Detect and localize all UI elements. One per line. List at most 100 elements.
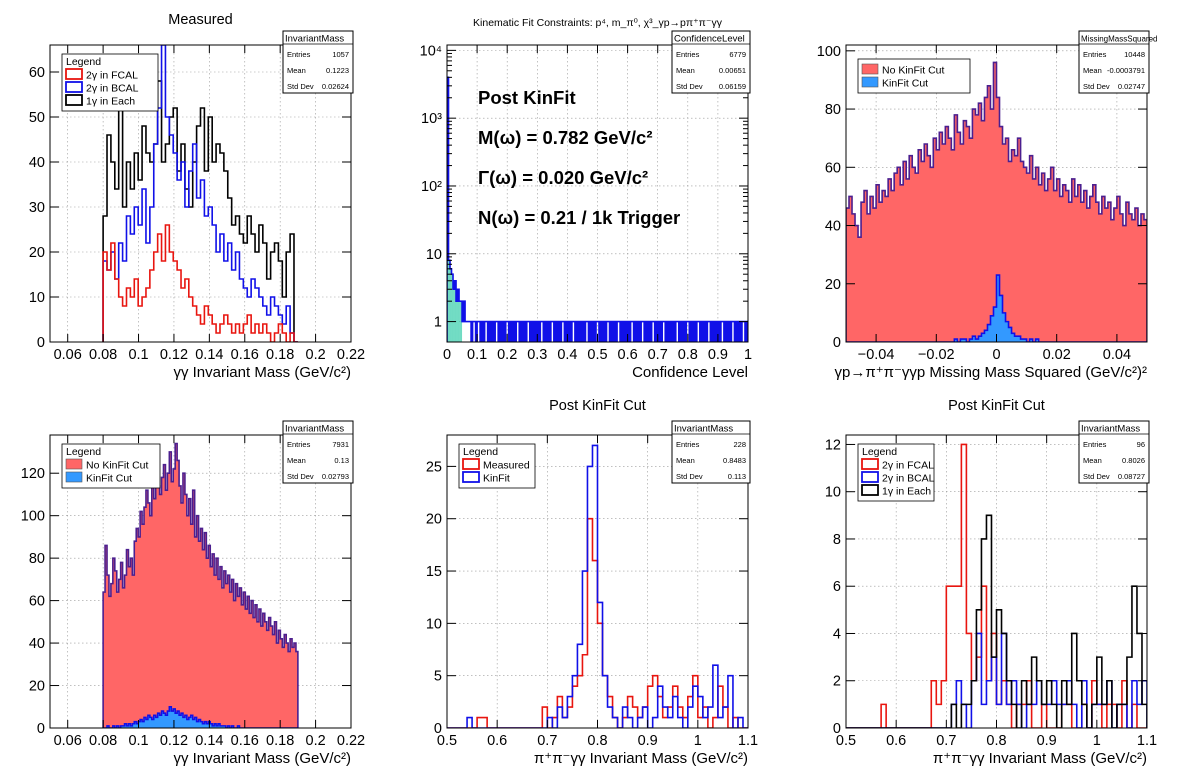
stats-key: Mean bbox=[676, 66, 695, 75]
x-tick-label: 1 bbox=[1093, 733, 1101, 749]
legend-title: Legend bbox=[463, 446, 498, 458]
x-tick-label: 0.3 bbox=[527, 347, 547, 363]
x-tick-label: 0.16 bbox=[231, 347, 259, 363]
stats-name: InvariantMass bbox=[1081, 424, 1140, 435]
stats-box: InvariantMass Entries 1057 Mean 0.1223 Std De… bbox=[282, 30, 354, 94]
y-tick-label: 80 bbox=[29, 551, 45, 567]
y-tick-label: 2 bbox=[833, 674, 841, 690]
stats-key: Entries bbox=[1083, 50, 1107, 59]
y-tick-label: 5 bbox=[434, 669, 442, 685]
y-tick-label: 0 bbox=[833, 721, 841, 737]
x-tick-label: 1 bbox=[694, 733, 702, 749]
x-tick-label: 0.8 bbox=[587, 733, 607, 749]
x-tick-label: −0.02 bbox=[918, 347, 955, 363]
stats-box: MissingMassSquared Entries 10448 Mean -0.000… bbox=[1078, 30, 1157, 94]
x-tick-label: 1.1 bbox=[738, 733, 758, 749]
ticks bbox=[845, 435, 1148, 729]
y-tick-label: 12 bbox=[825, 437, 841, 453]
series-line-2 bbox=[447, 444, 748, 728]
legend-title: Legend bbox=[66, 446, 101, 458]
x-tick-label: 0.6 bbox=[886, 733, 906, 749]
y-tick-label: 20 bbox=[29, 679, 45, 695]
highlight-bar bbox=[456, 301, 458, 342]
stats-key: Entries bbox=[676, 50, 700, 59]
panel-6: 0.5 0.6 0.7 0.8 0.9 1 1.1 0 2 4 6 8 10 12 π⁺π⁻γγ Invar… bbox=[825, 398, 1157, 767]
annotation-2: M(ω) = 0.782 GeV/c² bbox=[478, 127, 653, 148]
x-tick-label: 1.1 bbox=[1137, 733, 1157, 749]
stats-key: Mean bbox=[287, 456, 306, 465]
x-tick-label: 0.2 bbox=[306, 733, 326, 749]
y-tick-label: 20 bbox=[29, 245, 45, 261]
x-tick-label: 0.18 bbox=[266, 733, 294, 749]
panel-5: 0.5 0.6 0.7 0.8 0.9 1 1.1 0 5 10 15 20 25 π⁺π⁻γγ Inva… bbox=[426, 398, 758, 767]
x-tick-label: 0.22 bbox=[337, 733, 365, 749]
x-tick-label: 0.1 bbox=[128, 347, 148, 363]
y-tick-label: 30 bbox=[29, 200, 45, 216]
legend-swatch bbox=[65, 94, 83, 106]
series-line-3 bbox=[846, 514, 1147, 728]
x-tick-label: 0.08 bbox=[89, 733, 117, 749]
x-tick-label: 0.8 bbox=[678, 347, 698, 363]
legend-label: KinFit Cut bbox=[882, 78, 928, 90]
highlight-bar bbox=[453, 289, 455, 342]
histograms bbox=[447, 76, 748, 342]
legend-swatch bbox=[462, 458, 480, 470]
stats-frame bbox=[1078, 420, 1150, 484]
panel-3: −0.04 −0.02 0 0.02 0.04 0 20 40 60 80 100 γp→π⁺π⁻γγ… bbox=[817, 30, 1157, 381]
stats-key: Entries bbox=[1083, 440, 1107, 449]
x-axis-label: γγ Invariant Mass (GeV/c²) bbox=[173, 750, 351, 767]
stats-key: Entries bbox=[287, 440, 311, 449]
y-tick-label: 20 bbox=[426, 512, 442, 528]
stats-name: InvariantMass bbox=[285, 424, 344, 435]
panel-title: Measured bbox=[168, 12, 232, 28]
panel-4: 0.06 0.08 0.1 0.12 0.14 0.16 0.18 0.2 0.22 0 20 40 6… bbox=[21, 420, 365, 767]
legend-label: No KinFit Cut bbox=[86, 460, 149, 472]
highlight-bar bbox=[454, 280, 457, 342]
legend-swatch bbox=[861, 63, 879, 75]
legend-swatch bbox=[65, 458, 83, 470]
ticks bbox=[446, 45, 749, 342]
x-tick-label: 0.6 bbox=[618, 347, 638, 363]
stats-value: 0.1223 bbox=[326, 66, 349, 75]
stats-value: 0.02624 bbox=[322, 82, 349, 91]
x-tick-label: 0.7 bbox=[936, 733, 956, 749]
stats-value: 0.8026 bbox=[1122, 456, 1145, 465]
legend-label: 2γ in FCAL bbox=[882, 460, 934, 472]
y-tick-label: 120 bbox=[21, 466, 45, 482]
series-line-1 bbox=[102, 80, 298, 342]
highlight-bar bbox=[459, 301, 461, 342]
stats-value: 0.02793 bbox=[322, 472, 349, 481]
x-tick-label: 0.6 bbox=[487, 733, 507, 749]
x-axis-label: γp→π⁺π⁻γγp Missing Mass Squared (GeV/c²)… bbox=[835, 364, 1147, 381]
x-tick-label: 0.5 bbox=[437, 733, 457, 749]
stats-box: InvariantMass Entries 7931 Mean 0.13 Std Dev 0… bbox=[282, 420, 354, 484]
stats-name: ConfidenceLevel bbox=[674, 34, 745, 45]
stats-value: 0.02747 bbox=[1118, 82, 1145, 91]
legend-title: Legend bbox=[862, 446, 897, 458]
y-tick-label: 6 bbox=[833, 579, 841, 595]
stats-value: 96 bbox=[1137, 440, 1145, 449]
histograms bbox=[846, 61, 1147, 342]
x-tick-label: 0.12 bbox=[160, 347, 188, 363]
y-tick-label: 0 bbox=[434, 721, 442, 737]
x-tick-label: 0.4 bbox=[557, 347, 577, 363]
x-tick-label: 0.1 bbox=[467, 347, 487, 363]
legend-title: Legend bbox=[66, 56, 101, 68]
legend-swatch bbox=[861, 471, 879, 483]
panel-title: Post KinFit Cut bbox=[948, 398, 1045, 414]
y-tick-label: 15 bbox=[426, 564, 442, 580]
plot-frame bbox=[49, 44, 352, 343]
histograms bbox=[447, 444, 748, 728]
x-tick-label: 0.2 bbox=[497, 347, 517, 363]
y-tick-label: 10³ bbox=[421, 111, 442, 127]
stats-value: -0.0003791 bbox=[1107, 66, 1145, 75]
panel-1: 0.06 0.08 0.1 0.12 0.14 0.16 0.18 0.2 0.22 0 10 20 3… bbox=[29, 12, 365, 381]
highlight-bar bbox=[450, 268, 452, 342]
stats-value: 0.13 bbox=[334, 456, 349, 465]
x-axis-label: π⁺π⁻γγ Invariant Mass (GeV/c²) bbox=[933, 750, 1147, 767]
stats-key: Mean bbox=[676, 456, 695, 465]
